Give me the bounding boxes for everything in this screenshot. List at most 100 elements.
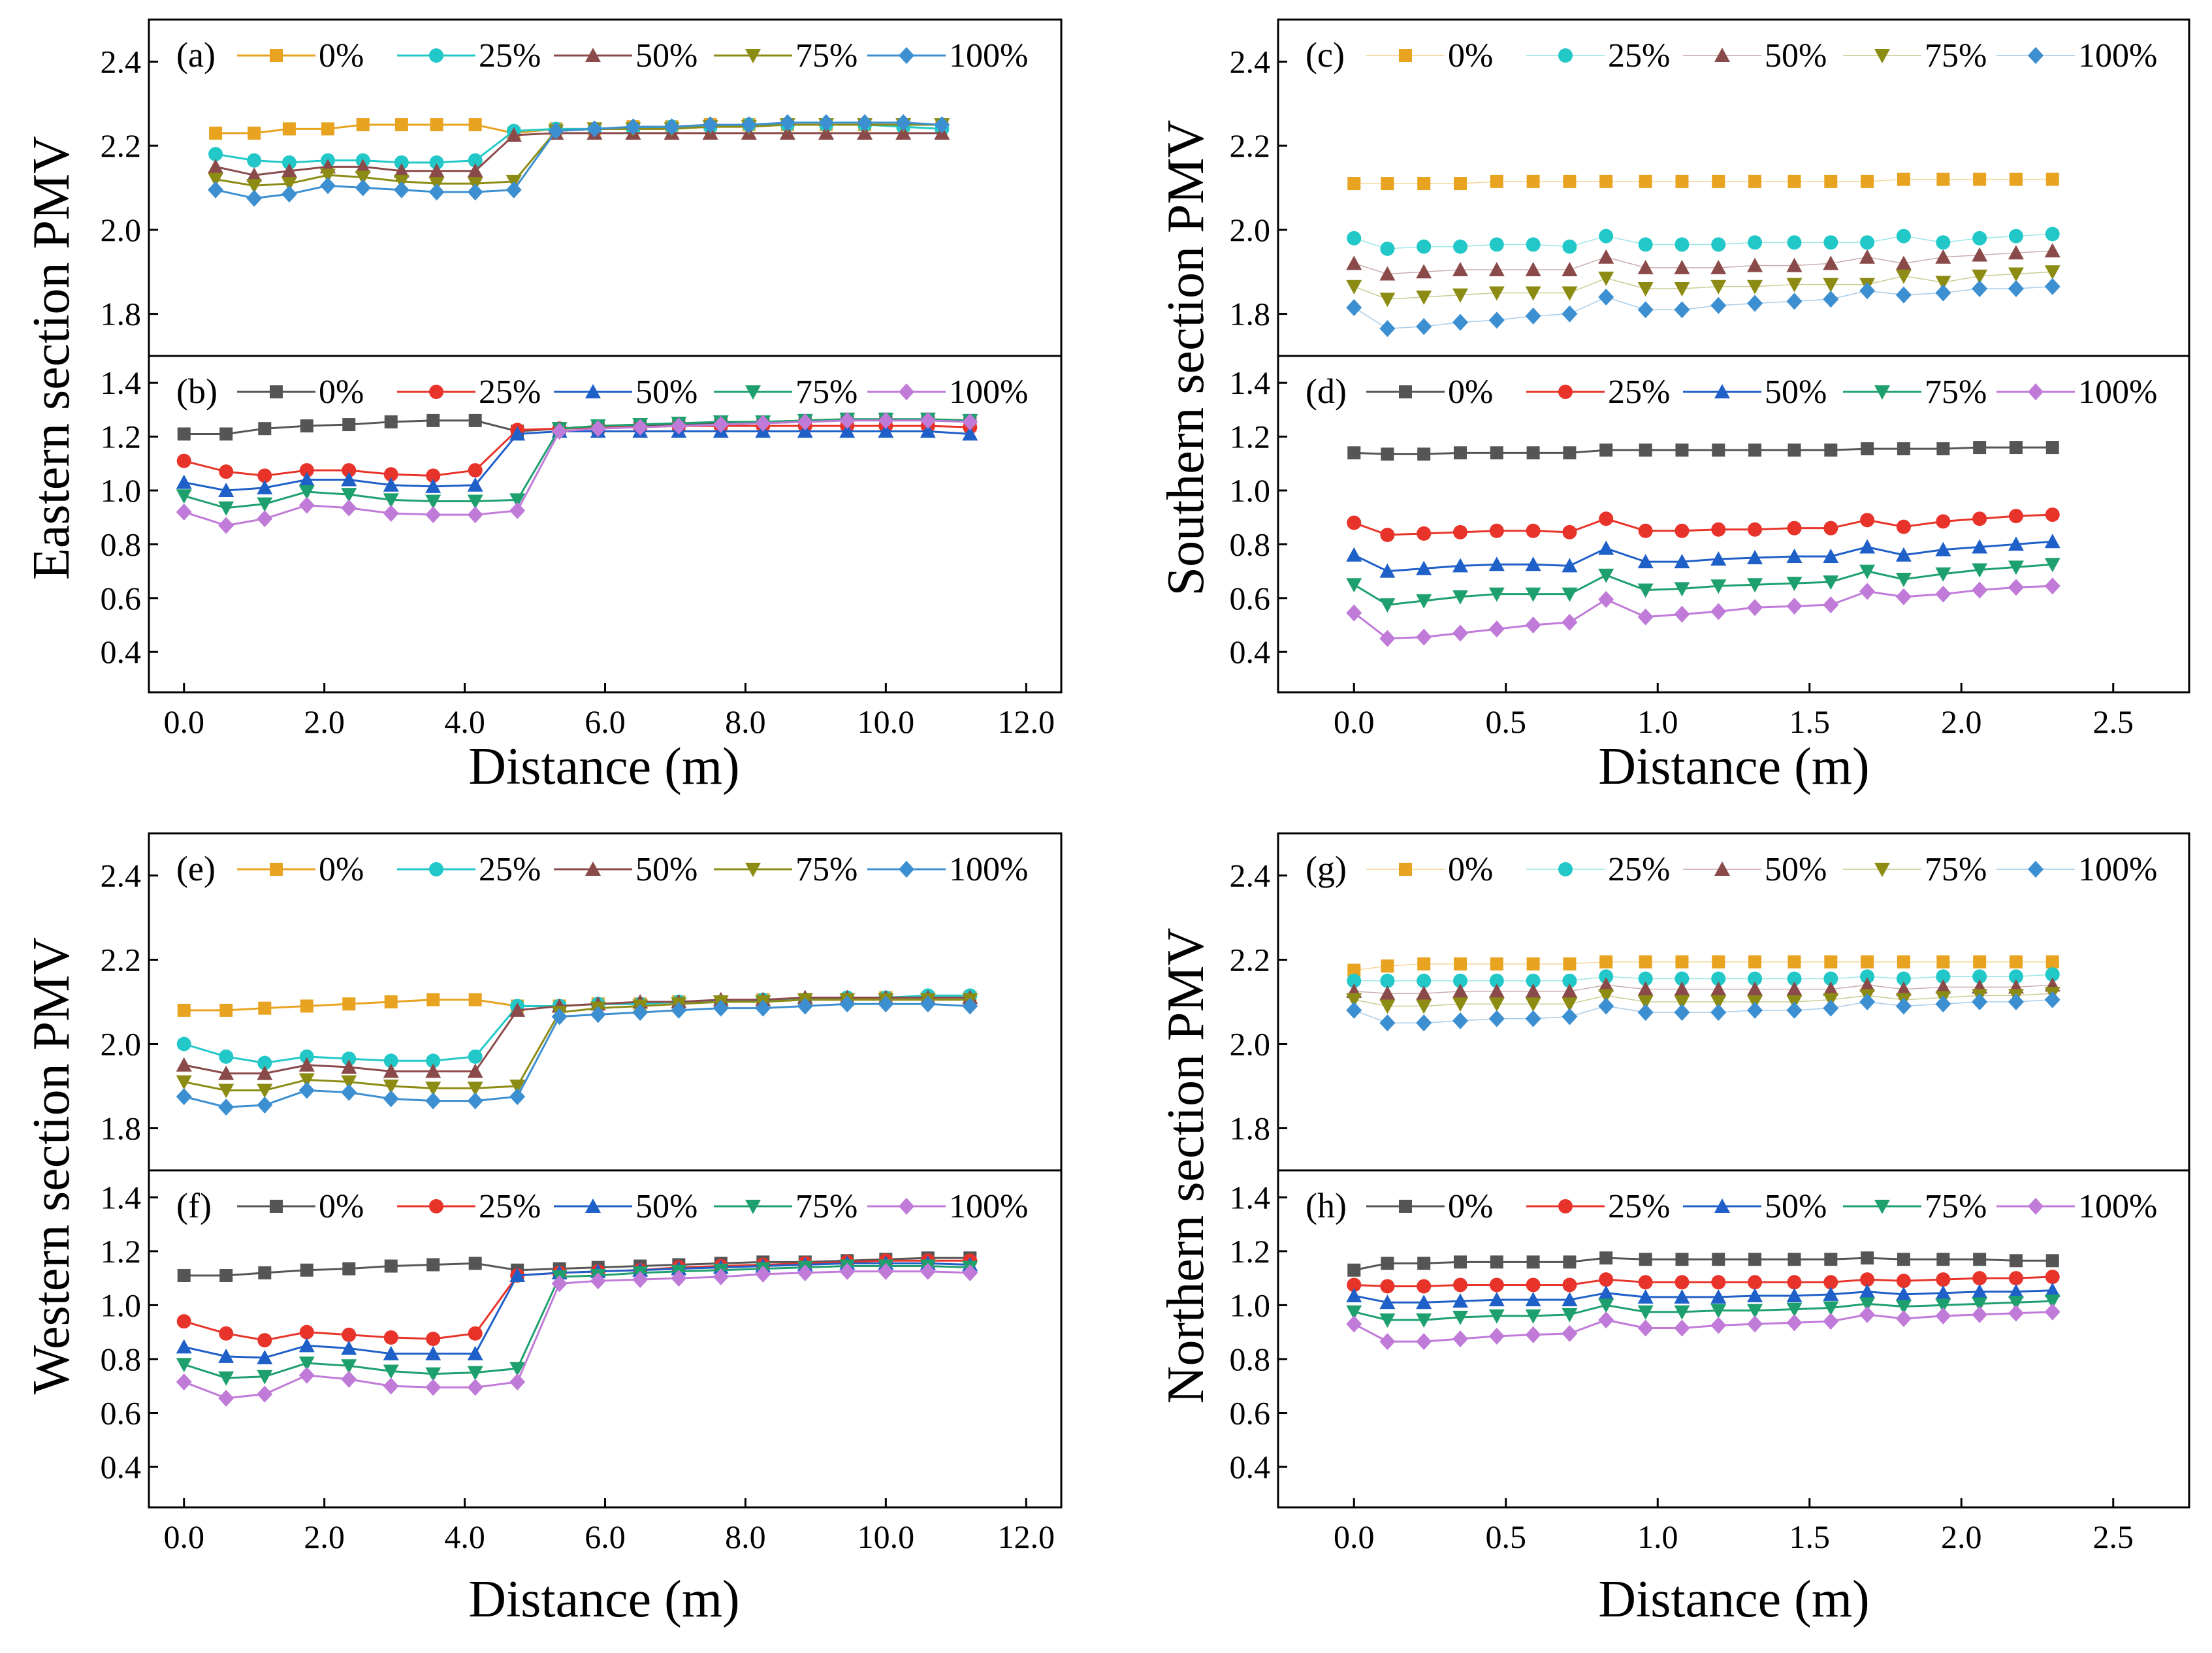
data-point-c-1-4 [1489,237,1504,252]
series-line-f-3 [184,1265,970,1379]
data-point-h-3-14 [1859,1297,1876,1312]
data-point-g-0-11 [1748,955,1762,969]
data-point-h-2-12 [1786,1287,1803,1302]
data-point-d-4-2 [1416,628,1432,646]
data-point-b-4-2 [257,510,273,528]
data-point-c-3-18 [2008,267,2024,282]
y-tick-label: 2.0 [101,212,142,248]
data-point-e-3-4 [341,1075,357,1090]
data-point-g-1-16 [1936,969,1951,984]
data-point-e-1-1 [219,1049,234,1064]
data-point-e-4-1 [218,1099,234,1116]
legend-label-h-2: 50% [1765,1188,1827,1225]
data-point-a-1-5 [394,155,409,170]
data-point-a-4-10 [586,120,603,138]
data-point-b-0-1 [219,427,233,441]
data-point-f-4-7 [467,1379,483,1396]
data-point-c-2-14 [1859,249,1876,264]
y-tick-label: 1.0 [1230,1287,1271,1323]
data-point-c-4-4 [1488,312,1505,329]
legend-label-c-0: 0% [1448,37,1493,74]
legend-marker-c-0 [1399,49,1412,62]
data-point-d-0-18 [2009,441,2023,455]
data-point-h-3-12 [1786,1302,1803,1317]
data-point-f-4-13 [713,1268,729,1286]
data-point-c-1-16 [1936,235,1951,250]
data-point-d-2-0 [1346,547,1362,562]
data-point-a-3-0 [208,172,224,187]
data-point-f-2-3 [298,1338,315,1353]
data-point-f-4-2 [257,1385,273,1403]
x-tick-label: 1.5 [1789,1518,1831,1555]
data-point-g-1-0 [1347,973,1362,988]
data-point-d-2-9 [1674,554,1690,569]
data-point-h-4-16 [1935,1307,1951,1324]
data-point-h-1-9 [1675,1275,1690,1290]
legend-label-a-1: 25% [479,37,541,74]
data-point-f-4-15 [797,1264,813,1281]
data-point-g-1-14 [1860,969,1875,984]
data-point-c-1-12 [1787,235,1802,250]
data-point-f-1-4 [342,1327,357,1342]
data-point-f-4-16 [839,1262,856,1280]
data-point-e-0-5 [384,995,398,1008]
data-point-h-2-6 [1562,1292,1578,1307]
legend-marker-h-2 [1714,1198,1730,1213]
data-point-b-2-5 [383,477,399,492]
data-point-e-4-0 [176,1088,192,1106]
y-tick-label: 1.4 [101,364,142,401]
series-line-h-2 [1353,1289,2053,1304]
data-point-c-2-1 [1379,266,1396,281]
legend-label-f-3: 75% [795,1188,858,1225]
data-point-d-4-14 [1859,583,1876,600]
data-point-h-3-5 [1525,1309,1541,1324]
data-point-d-4-19 [2044,577,2060,595]
data-point-e-2-7 [467,1063,483,1078]
data-point-h-1-13 [1823,1275,1838,1290]
data-point-d-0-10 [1712,443,1725,457]
data-point-h-4-14 [1859,1306,1876,1323]
data-point-a-4-3 [320,177,336,195]
data-point-b-3-6 [425,494,441,509]
data-point-g-4-17 [1972,993,1988,1010]
data-point-h-3-1 [1379,1313,1396,1328]
x-tick-label: 0.5 [1486,1518,1527,1555]
legend-label-f-1: 25% [479,1188,541,1225]
data-point-h-1-2 [1417,1279,1432,1294]
legend-label-a-4: 100% [949,37,1028,74]
data-point-b-2-16 [839,423,856,438]
data-point-a-1-2 [281,155,297,170]
data-point-e-3-8 [509,1080,526,1094]
data-point-e-0-4 [342,997,356,1011]
y-tick-label: 2.2 [101,127,142,164]
data-point-h-3-17 [1972,1297,1988,1312]
data-point-c-4-9 [1674,301,1690,319]
data-point-c-0-8 [1639,174,1652,188]
data-point-c-1-5 [1526,237,1541,252]
data-point-g-1-3 [1453,973,1467,988]
data-point-g-1-8 [1638,971,1653,986]
data-point-h-2-19 [2044,1282,2060,1297]
data-point-g-4-13 [1823,999,1839,1017]
x-tick-label: 0.5 [1486,703,1527,740]
data-point-c-0-9 [1675,174,1689,188]
data-point-c-4-3 [1452,313,1468,331]
data-point-f-3-0 [176,1358,192,1373]
data-point-d-0-11 [1748,443,1762,457]
data-point-f-2-5 [383,1345,399,1360]
panel-label-a: (a) [176,35,216,74]
data-point-d-3-1 [1379,598,1396,613]
legend-marker-a-3 [745,49,761,63]
data-point-a-3-2 [281,177,297,192]
data-point-h-1-10 [1711,1275,1726,1290]
data-point-g-0-14 [1861,955,1874,969]
data-point-e-1-4 [342,1051,357,1067]
y-tick-label: 1.0 [1230,472,1271,509]
data-point-h-3-15 [1895,1300,1912,1315]
row-ylabel-western: Western section PMV [23,937,80,1394]
legend-marker-a-2 [585,48,601,62]
legend-marker-f-0 [270,1200,283,1213]
data-point-h-1-0 [1347,1277,1362,1292]
data-point-g-2-15 [1895,981,1912,996]
data-point-d-2-4 [1488,556,1505,571]
